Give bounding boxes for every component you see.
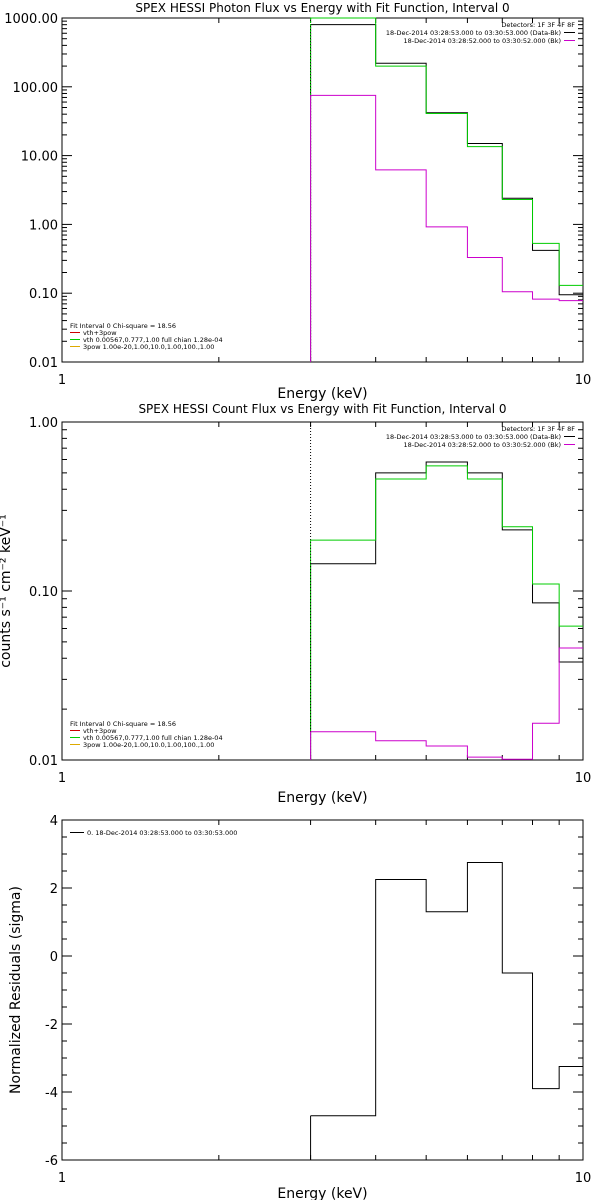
panel3-x-axis-label: Energy (keV) xyxy=(277,1186,367,1200)
panel2-fit-legend-entry-2: vth 0.00567,0.777,1.00 full chian 1.28e-… xyxy=(83,734,223,742)
panel3-y-tick-label: -6 xyxy=(45,1154,58,1169)
panel2-fit-legend-entry-1: vth+3pow xyxy=(83,727,117,735)
panel2-y-tick-label: 0.10 xyxy=(29,585,58,600)
panel3-legend-entry: 0. 18-Dec-2014 03:28:53.000 to 03:30:53.… xyxy=(87,829,237,837)
panel3-x-tick-label: 1 xyxy=(58,1171,66,1186)
panel1-fit-legend-entry-1: vth+3pow xyxy=(83,329,117,337)
panel2-x-tick-label: 1 xyxy=(58,771,66,786)
panel3-frame xyxy=(61,819,584,1161)
panel1-y-tick-label: 1.00 xyxy=(29,218,58,233)
panel3-x-tick-label: 10 xyxy=(575,1171,592,1186)
panel1-series-1-step-line xyxy=(310,24,583,296)
panel2-fit-legend-entry-3: 3pow 1.00e-20,1.00,10.0,1.00,100.,1.00 xyxy=(83,741,214,749)
panel1-legend-entry-2: 18-Dec-2014 03:28:52.000 to 03:30:52.000… xyxy=(404,37,562,45)
panel3-series-1-step-line xyxy=(310,862,583,1117)
panel1-x-tick-label: 10 xyxy=(575,373,592,388)
panel1-x-tick-label: 1 xyxy=(58,373,66,388)
panel2-y-tick-label: 0.01 xyxy=(29,754,58,769)
panel1-y-tick-label: 0.01 xyxy=(29,356,58,371)
panel1-fit-legend-header: Fit Interval 0 Chi-square = 18.56 xyxy=(70,322,176,330)
panel1-fit-legend-entry-2: vth 0.00567,0.777,1.00 full chian 1.28e-… xyxy=(83,336,223,344)
panel3-y-tick-label: -2 xyxy=(45,1018,58,1033)
panel3-y-tick-label: 2 xyxy=(50,882,58,897)
panel1-legend-header: Detectors: 1F 3F 4F 8F xyxy=(501,21,575,29)
panel2-legend-entry-2: 18-Dec-2014 03:28:52.000 to 03:30:52.000… xyxy=(404,441,562,449)
panel3-y-axis-label: Normalized Residuals (sigma) xyxy=(8,886,24,1094)
panel1-frame xyxy=(61,17,584,363)
panel2-legend-entry-1: 18-Dec-2014 03:28:53.000 to 03:30:53.000… xyxy=(386,433,561,441)
panel3-y-tick-label: 4 xyxy=(50,814,58,829)
panel3-y-tick-label: -4 xyxy=(45,1086,58,1101)
panel2-series-2-step-line xyxy=(310,465,583,627)
panel2-x-tick-label: 10 xyxy=(575,771,592,786)
panel1-y-tick-label: 10.00 xyxy=(21,150,58,165)
panel1-series-2-step-line xyxy=(310,17,583,286)
panel1-x-axis-label: Energy (keV) xyxy=(277,386,367,402)
panel2-y-axis-label: counts s⁻¹ cm⁻² keV⁻¹ xyxy=(0,514,14,668)
panel2-series-3-step-line xyxy=(310,647,583,760)
panel2-legend-header: Detectors: 1F 3F 4F 8F xyxy=(501,425,575,433)
panel3-y-tick-label: 0 xyxy=(50,950,58,965)
panel2-x-axis-label: Energy (keV) xyxy=(277,790,367,806)
panel2-fit-legend-header: Fit Interval 0 Chi-square = 18.56 xyxy=(70,720,176,728)
panel2-y-tick-label: 1.00 xyxy=(29,416,58,431)
panel1-legend-entry-1: 18-Dec-2014 03:28:53.000 to 03:30:53.000… xyxy=(386,29,561,37)
panel2-title: SPEX HESSI Count Flux vs Energy with Fit… xyxy=(138,402,506,416)
panel1-y-tick-label: 100.00 xyxy=(13,81,59,96)
panel1-y-tick-label: 1000.00 xyxy=(4,12,58,27)
panel2-frame xyxy=(61,421,584,761)
panel1-y-tick-label: 0.10 xyxy=(29,287,58,302)
panel1-title: SPEX HESSI Photon Flux vs Energy with Fi… xyxy=(135,1,509,15)
panel1-series-3-step-line xyxy=(310,94,583,302)
panel2-series-1-step-line xyxy=(310,461,583,663)
panel1-fit-legend-entry-3: 3pow 1.00e-20,1.00,10.0,1.00,100.,1.00 xyxy=(83,343,214,351)
